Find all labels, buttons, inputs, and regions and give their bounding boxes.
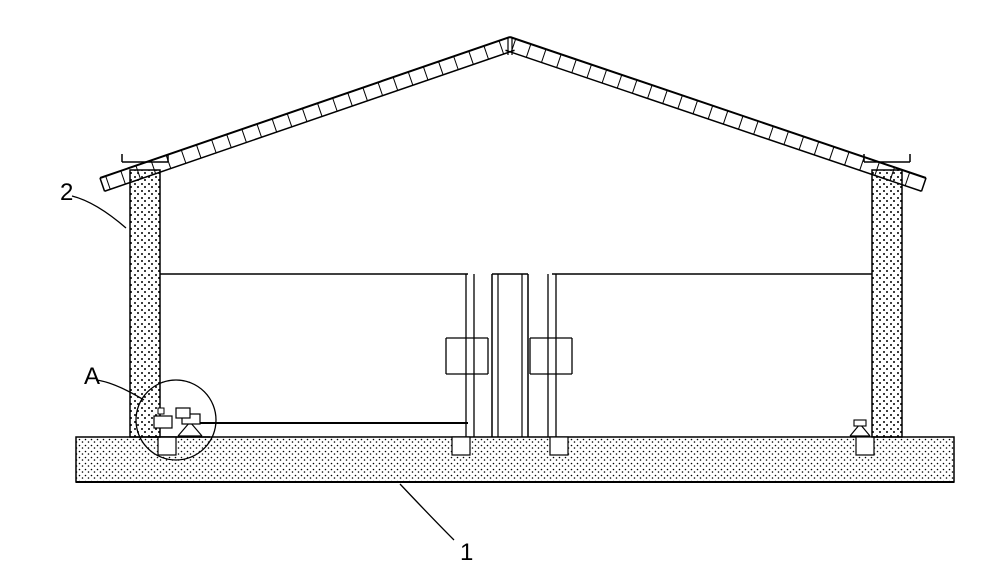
svg-text:A: A xyxy=(84,363,100,390)
svg-text:2: 2 xyxy=(60,179,73,206)
svg-text:1: 1 xyxy=(460,539,473,566)
